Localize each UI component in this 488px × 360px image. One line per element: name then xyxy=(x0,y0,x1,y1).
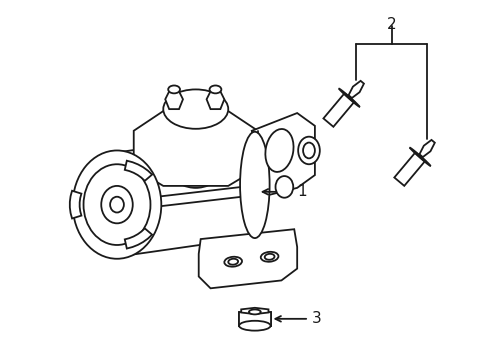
Polygon shape xyxy=(133,111,257,186)
Polygon shape xyxy=(165,91,183,109)
Polygon shape xyxy=(323,94,353,127)
Polygon shape xyxy=(419,140,434,157)
Polygon shape xyxy=(241,308,268,314)
Ellipse shape xyxy=(248,310,260,314)
Ellipse shape xyxy=(260,252,278,262)
Ellipse shape xyxy=(110,197,123,212)
Ellipse shape xyxy=(275,176,293,198)
Ellipse shape xyxy=(228,259,238,265)
Polygon shape xyxy=(251,113,314,195)
Polygon shape xyxy=(70,191,81,219)
Ellipse shape xyxy=(239,321,270,330)
Polygon shape xyxy=(198,229,297,288)
Text: 1: 1 xyxy=(297,184,306,199)
Ellipse shape xyxy=(101,186,132,223)
Polygon shape xyxy=(344,93,354,102)
Text: 3: 3 xyxy=(311,311,321,326)
Ellipse shape xyxy=(224,257,242,267)
Polygon shape xyxy=(338,89,359,107)
Polygon shape xyxy=(348,81,363,98)
Polygon shape xyxy=(124,161,152,181)
Ellipse shape xyxy=(264,254,274,260)
Ellipse shape xyxy=(163,89,228,129)
Ellipse shape xyxy=(160,109,231,188)
Polygon shape xyxy=(239,312,270,326)
Ellipse shape xyxy=(83,164,150,245)
Ellipse shape xyxy=(240,132,269,238)
Text: 2: 2 xyxy=(386,17,396,32)
Polygon shape xyxy=(409,148,430,166)
Ellipse shape xyxy=(209,85,221,93)
Ellipse shape xyxy=(265,129,293,172)
Polygon shape xyxy=(393,153,424,186)
Polygon shape xyxy=(414,152,425,161)
Ellipse shape xyxy=(168,85,180,93)
Ellipse shape xyxy=(298,137,319,164)
Polygon shape xyxy=(124,228,152,248)
Ellipse shape xyxy=(73,150,161,259)
Polygon shape xyxy=(206,91,224,109)
Ellipse shape xyxy=(303,143,314,158)
